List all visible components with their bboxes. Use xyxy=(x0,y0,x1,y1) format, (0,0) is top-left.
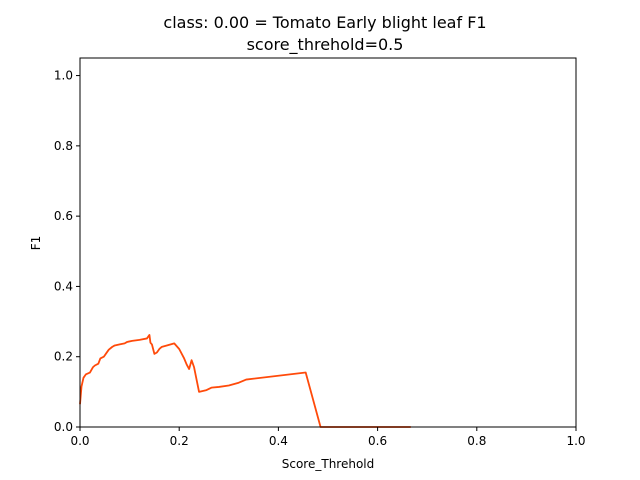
x-tick-label: 1.0 xyxy=(566,434,585,448)
y-tick-label: 1.0 xyxy=(54,69,73,83)
x-axis-label: Score_Threhold xyxy=(282,457,375,471)
x-tick-label: 0.4 xyxy=(269,434,288,448)
x-tick-label: 0.6 xyxy=(368,434,387,448)
chart-title-line2: score_threhold=0.5 xyxy=(247,35,404,55)
f1-series-line-group xyxy=(79,334,411,428)
axis-ticks: 0.0 0.2 0.4 0.6 0.8 1.0 0.0 0.2 0.4 0.6 0.8 1.0 xyxy=(54,69,586,448)
y-tick-label: 0.6 xyxy=(54,209,73,223)
f1-series-line xyxy=(79,334,411,428)
x-tick-label: 0.0 xyxy=(70,434,89,448)
plot-frame xyxy=(79,57,577,428)
x-tick-label: 0.2 xyxy=(170,434,189,448)
y-tick-label: 0.4 xyxy=(54,279,73,293)
chart-title-line1: class: 0.00 = Tomato Early blight leaf F… xyxy=(163,13,486,32)
y-axis-label: F1 xyxy=(29,236,43,251)
y-tick-label: 0.8 xyxy=(54,139,73,153)
x-tick-label: 0.8 xyxy=(467,434,486,448)
y-tick-label: 0.2 xyxy=(54,350,73,364)
y-tick-label: 0.0 xyxy=(54,420,73,434)
